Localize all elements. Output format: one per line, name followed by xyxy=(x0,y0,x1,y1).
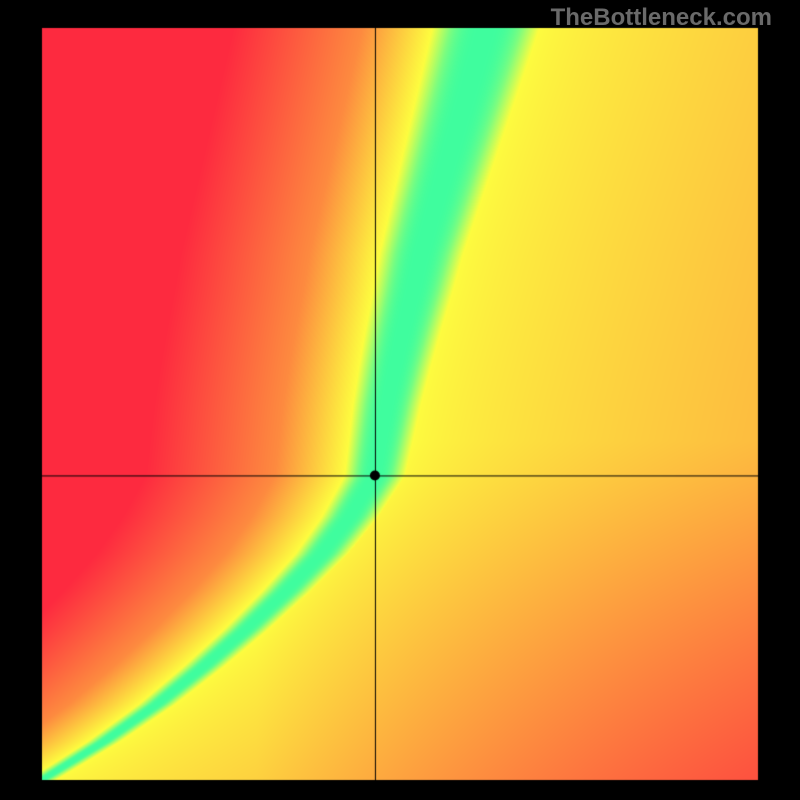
watermark-text: TheBottleneck.com xyxy=(551,4,772,32)
bottleneck-heatmap xyxy=(0,0,800,800)
figure-container: TheBottleneck.com xyxy=(0,0,800,800)
